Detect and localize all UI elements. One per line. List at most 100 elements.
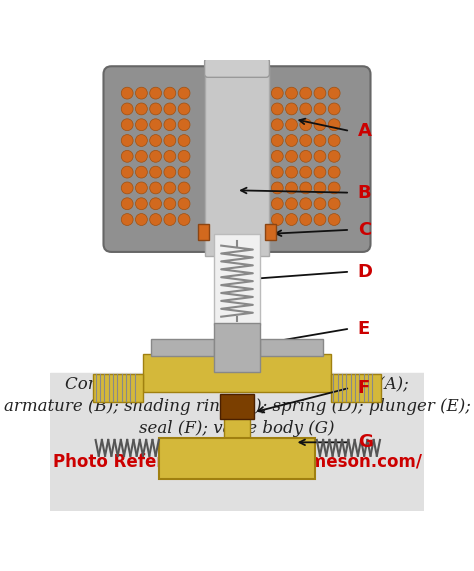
Circle shape (136, 166, 147, 178)
Circle shape (314, 166, 326, 178)
Circle shape (314, 135, 326, 146)
Circle shape (121, 103, 133, 115)
Bar (205, 66, 269, 256)
Circle shape (272, 87, 283, 99)
Bar (220, 394, 254, 420)
Circle shape (314, 198, 326, 210)
Circle shape (272, 214, 283, 226)
Circle shape (150, 182, 162, 194)
Circle shape (121, 166, 133, 178)
Circle shape (272, 198, 283, 210)
Circle shape (286, 166, 298, 178)
Circle shape (300, 182, 312, 194)
Bar (143, 354, 331, 392)
Circle shape (121, 87, 133, 99)
Circle shape (136, 87, 147, 99)
Text: A: A (358, 122, 372, 140)
Circle shape (300, 166, 312, 178)
Circle shape (121, 198, 133, 210)
Circle shape (272, 103, 283, 115)
Text: armature (B); shading ring (C); spring (D); plunger (E);: armature (B); shading ring (C); spring (… (4, 398, 470, 415)
Circle shape (328, 87, 340, 99)
Circle shape (164, 119, 176, 131)
Bar (331, 373, 381, 402)
Circle shape (164, 87, 176, 99)
Circle shape (121, 150, 133, 162)
Circle shape (178, 87, 190, 99)
Circle shape (136, 198, 147, 210)
Circle shape (300, 135, 312, 146)
Circle shape (136, 119, 147, 131)
Circle shape (178, 214, 190, 226)
Circle shape (121, 119, 133, 131)
Circle shape (178, 166, 190, 178)
Bar (214, 234, 260, 324)
Text: C: C (358, 221, 371, 239)
Circle shape (300, 198, 312, 210)
Text: F: F (358, 379, 370, 397)
Circle shape (164, 135, 176, 146)
Bar (260, 339, 323, 356)
Circle shape (272, 135, 283, 146)
Circle shape (286, 182, 298, 194)
Circle shape (150, 150, 162, 162)
Circle shape (150, 103, 162, 115)
Circle shape (272, 166, 283, 178)
Circle shape (121, 182, 133, 194)
Circle shape (164, 166, 176, 178)
Circle shape (164, 150, 176, 162)
Text: D: D (358, 263, 373, 281)
Circle shape (136, 214, 147, 226)
Circle shape (272, 119, 283, 131)
Text: G: G (358, 433, 373, 451)
Circle shape (286, 103, 298, 115)
Bar (159, 437, 315, 478)
Circle shape (272, 182, 283, 194)
Circle shape (121, 214, 133, 226)
Circle shape (164, 182, 176, 194)
Circle shape (272, 150, 283, 162)
Circle shape (328, 135, 340, 146)
Circle shape (300, 87, 312, 99)
Circle shape (314, 103, 326, 115)
Circle shape (150, 87, 162, 99)
Bar (264, 224, 276, 240)
Circle shape (150, 214, 162, 226)
Bar (151, 339, 214, 356)
Circle shape (136, 103, 147, 115)
Circle shape (328, 119, 340, 131)
Circle shape (314, 87, 326, 99)
Circle shape (150, 198, 162, 210)
Circle shape (286, 198, 298, 210)
Circle shape (328, 214, 340, 226)
Circle shape (300, 103, 312, 115)
Text: E: E (358, 320, 370, 337)
Text: Photo Reference: https://tameson.com/: Photo Reference: https://tameson.com/ (53, 453, 421, 472)
Circle shape (178, 103, 190, 115)
Bar (214, 323, 260, 372)
Circle shape (328, 150, 340, 162)
Circle shape (136, 182, 147, 194)
Circle shape (178, 198, 190, 210)
Circle shape (286, 135, 298, 146)
Circle shape (164, 214, 176, 226)
Circle shape (314, 119, 326, 131)
Circle shape (178, 150, 190, 162)
Circle shape (286, 119, 298, 131)
Circle shape (150, 135, 162, 146)
Circle shape (328, 166, 340, 178)
Circle shape (121, 135, 133, 146)
Circle shape (314, 150, 326, 162)
Circle shape (314, 182, 326, 194)
Circle shape (136, 150, 147, 162)
Circle shape (286, 87, 298, 99)
Circle shape (300, 214, 312, 226)
Circle shape (286, 150, 298, 162)
Text: seal (F); valve body (G): seal (F); valve body (G) (139, 420, 335, 437)
Circle shape (328, 103, 340, 115)
Circle shape (150, 166, 162, 178)
Circle shape (164, 198, 176, 210)
Circle shape (136, 135, 147, 146)
Circle shape (328, 182, 340, 194)
Circle shape (164, 103, 176, 115)
